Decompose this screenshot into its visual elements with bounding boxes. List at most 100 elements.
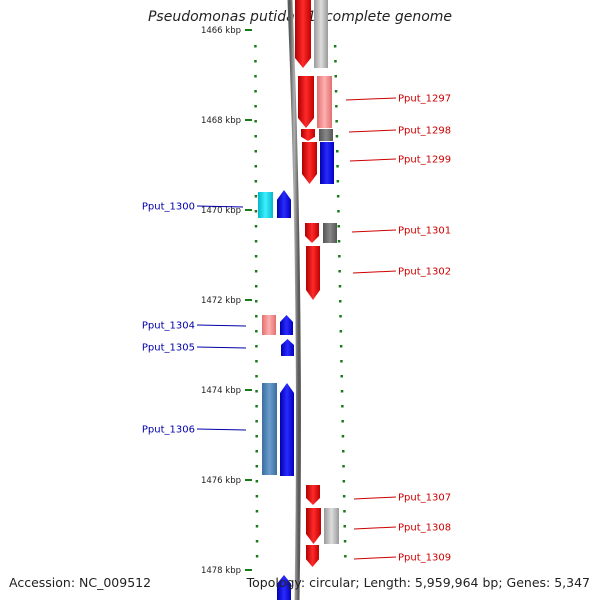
inner-track-dot xyxy=(254,105,257,108)
gene-labels: Pput_1297 Pput_1298 Pput_1299 Pput_1301 Pput… xyxy=(142,94,451,564)
inner-track-dot xyxy=(255,390,258,393)
inner-track-dot xyxy=(255,525,259,528)
gene-arrow[interactable] xyxy=(306,508,321,544)
outer-track-dot xyxy=(336,180,340,183)
ruler-tick-label: 1468 kbp xyxy=(201,116,241,126)
inner-track-dot xyxy=(255,300,258,303)
inner-track-dot xyxy=(254,210,258,213)
outer-track-dot xyxy=(340,360,343,363)
inner-track-dot xyxy=(255,345,258,348)
ruler-tick-label: 1478 kbp xyxy=(201,566,241,576)
leader-line xyxy=(353,526,397,530)
outer-track-dot xyxy=(341,405,344,408)
gc-skew-block[interactable] xyxy=(320,142,334,184)
leader-line xyxy=(348,129,397,133)
inner-track-dot xyxy=(254,195,258,198)
outer-track-dot xyxy=(337,210,340,213)
gc-skew-block[interactable] xyxy=(262,383,277,475)
leader-line xyxy=(196,205,244,208)
genome-backbone xyxy=(287,0,301,600)
gene-arrow[interactable] xyxy=(280,315,293,335)
outer-track-dot xyxy=(342,480,346,483)
outer-track-dot xyxy=(338,285,342,288)
inner-track-dot xyxy=(255,360,258,363)
outer-dot-track xyxy=(333,45,347,558)
gene-arrow[interactable] xyxy=(306,246,320,300)
inner-track-dot xyxy=(254,120,257,123)
gene-label-forward[interactable]: Pput_1301 xyxy=(398,226,451,237)
outer-track-dot xyxy=(337,225,340,228)
gc-skew-block[interactable] xyxy=(319,129,333,141)
inner-track-dot xyxy=(254,180,258,183)
outer-track-dot xyxy=(335,120,338,123)
leader-line xyxy=(196,346,247,349)
gene-label-forward[interactable]: Pput_1299 xyxy=(398,155,451,166)
ruler-tick-label: 1474 kbp xyxy=(201,386,241,396)
gene-label-forward[interactable]: Pput_1302 xyxy=(398,267,451,278)
gene-arrow[interactable] xyxy=(305,223,319,243)
gene-label-forward[interactable]: Pput_1308 xyxy=(398,523,451,534)
outer-track-dot xyxy=(335,135,339,138)
gc-skew-block[interactable] xyxy=(258,192,273,218)
inner-track-dot xyxy=(254,165,258,168)
gene-arrow[interactable] xyxy=(277,190,291,218)
leader-line xyxy=(353,556,397,560)
inner-track-dot xyxy=(255,450,258,453)
gene-arrow[interactable] xyxy=(281,339,294,356)
accession-label: Accession: NC_009512 xyxy=(9,575,152,590)
outer-track-dot xyxy=(342,450,345,453)
ruler-tick-label: 1470 kbp xyxy=(201,206,241,216)
outer-track-dot xyxy=(339,330,343,333)
inner-track-dot xyxy=(254,225,258,228)
inner-dot-track xyxy=(254,45,259,558)
outer-track-dot xyxy=(337,240,341,243)
inner-track-dot xyxy=(255,480,259,483)
inner-track-dot xyxy=(255,405,258,408)
gene-label-reverse[interactable]: Pput_1305 xyxy=(142,343,195,354)
outer-track-dot xyxy=(342,465,345,468)
gene-arrow[interactable] xyxy=(280,383,294,476)
outer-track-dot xyxy=(334,60,337,63)
gc-skew-block[interactable] xyxy=(262,315,276,335)
gene-arrow[interactable] xyxy=(298,76,314,128)
gc-skew-block[interactable] xyxy=(317,76,332,128)
gene-label-reverse[interactable]: Pput_1306 xyxy=(142,425,195,436)
inner-track-dot xyxy=(255,420,258,423)
outer-track-dot xyxy=(341,435,345,438)
leader-line xyxy=(351,229,397,233)
gc-skew-block[interactable] xyxy=(324,508,339,544)
gene-label-reverse[interactable]: Pput_1304 xyxy=(142,321,195,332)
leader-line xyxy=(345,97,397,101)
inner-track-dot xyxy=(254,255,258,258)
gene-label-forward[interactable]: Pput_1307 xyxy=(398,493,451,504)
inner-track-dot xyxy=(255,555,259,558)
gene-arrow[interactable] xyxy=(301,129,315,141)
gene-arrow[interactable] xyxy=(306,545,319,567)
gene-arrow[interactable] xyxy=(306,485,320,505)
feature-track xyxy=(258,0,339,600)
outer-track-dot xyxy=(343,525,346,528)
gene-label-forward[interactable]: Pput_1297 xyxy=(398,94,451,105)
gene-label-forward[interactable]: Pput_1298 xyxy=(398,126,451,137)
leader-line xyxy=(196,324,247,327)
inner-track-dot xyxy=(254,285,258,288)
inner-track-dot xyxy=(254,135,257,138)
gene-arrow[interactable] xyxy=(295,0,311,68)
gene-arrow[interactable] xyxy=(302,142,317,184)
gene-label-forward[interactable]: Pput_1309 xyxy=(398,553,451,564)
gc-skew-block[interactable] xyxy=(314,0,328,68)
inner-track-dot xyxy=(254,150,257,153)
outer-track-dot xyxy=(338,270,341,273)
inner-track-dot xyxy=(255,495,259,498)
ruler-tick-label: 1472 kbp xyxy=(201,296,241,306)
inner-track-dot xyxy=(255,435,258,438)
outer-track-dot xyxy=(344,555,347,558)
gc-skew-block[interactable] xyxy=(323,223,337,243)
outer-track-dot xyxy=(333,45,337,48)
gene-arrow[interactable] xyxy=(277,575,291,600)
inner-track-dot xyxy=(254,90,257,93)
gene-label-reverse[interactable]: Pput_1300 xyxy=(142,202,195,213)
outer-track-dot xyxy=(339,345,343,348)
